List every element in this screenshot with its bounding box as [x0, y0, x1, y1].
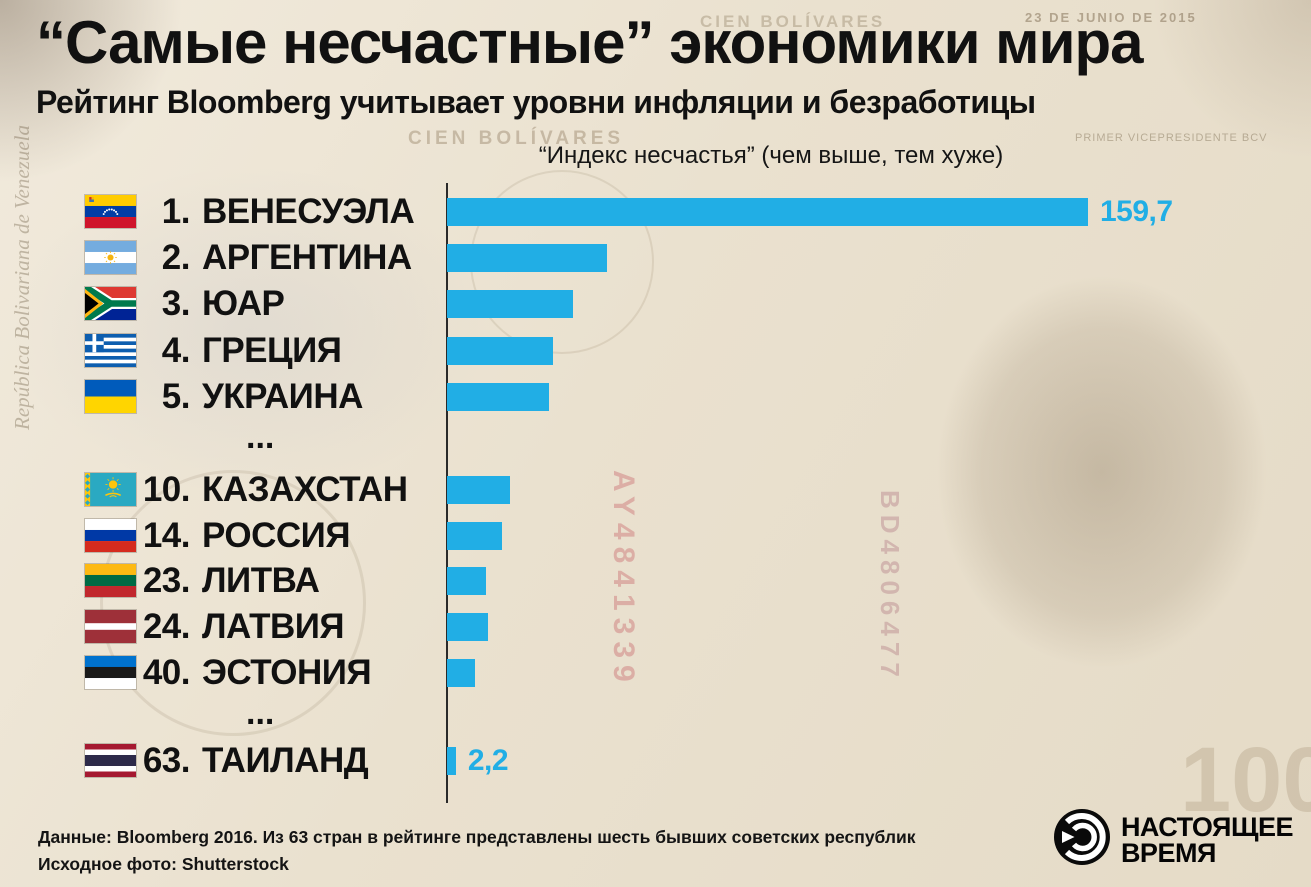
ellipsis: ... — [246, 694, 275, 732]
bar-kazakhstan — [447, 476, 511, 504]
footer-photo-credit: Исходное фото: Shutterstock — [38, 854, 289, 874]
chart-row-thailand: 63. ТАИЛАНД 2,2 — [0, 741, 1311, 780]
logo-line-2: ВРЕМЯ — [1120, 837, 1216, 868]
page-subtitle: Рейтинг Bloomberg учитывает уровни инфля… — [36, 84, 1036, 120]
ellipsis: ... — [246, 418, 275, 456]
watermark-vicepresidente: PRIMER VICEPRESIDENTE BCV — [1075, 132, 1268, 144]
bar-group-greece — [447, 337, 553, 365]
bar-argentina — [447, 244, 608, 272]
ellipsis-row: ... — [0, 418, 1311, 458]
page-title: “Самые несчастные” экономики мира — [36, 9, 1143, 76]
country-name: РОССИЯ — [202, 516, 350, 555]
country-name: АРГЕНТИНА — [202, 238, 412, 277]
bar-russia — [447, 522, 503, 550]
flag-venezuela — [85, 195, 136, 228]
logo-line-1: НАСТОЯЩЕЕ — [1120, 811, 1294, 842]
bar-estonia — [447, 659, 476, 687]
chart-row-south-africa: 3. ЮАР — [0, 284, 1311, 323]
country-name: ВЕНЕСУЭЛА — [202, 192, 415, 231]
bar-group-venezuela: 159,7 — [447, 195, 1173, 228]
bolivar-portrait-watermark — [860, 240, 1300, 820]
bar-south-africa — [447, 290, 573, 318]
chart-row-russia: 14. РОССИЯ — [0, 516, 1311, 555]
flag-ukraine — [85, 380, 136, 413]
country-rank: 4. — [161, 331, 191, 370]
value-label-thailand: 2,2 — [467, 744, 509, 777]
country-rank: 2. — [161, 238, 191, 277]
current-time-logo-icon — [1053, 808, 1111, 871]
bar-group-lithuania — [447, 567, 487, 595]
flag-argentina — [85, 241, 136, 274]
chart-row-greece: 4. ГРЕЦИЯ — [0, 331, 1311, 370]
chart-row-latvia: 24. ЛАТВИЯ — [0, 607, 1311, 646]
chart-row-ukraine: 5. УКРАИНА — [0, 377, 1311, 416]
country-name: ЮАР — [202, 284, 285, 323]
country-rank: 3. — [161, 284, 191, 323]
chart-row-venezuela: 1. ВЕНЕСУЭЛА 159,7 — [0, 192, 1311, 231]
watermark-date: 23 DE JUNIO DE 2015 — [1025, 10, 1197, 25]
bar-greece — [447, 337, 553, 365]
country-name: ЛАТВИЯ — [202, 607, 345, 646]
country-name: УКРАИНА — [202, 377, 363, 416]
chart-row-lithuania: 23. ЛИТВА — [0, 561, 1311, 600]
bar-group-ukraine — [447, 383, 550, 411]
value-label-venezuela: 159,7 — [1100, 195, 1173, 228]
country-rank: 10. — [142, 470, 191, 509]
bar-venezuela — [447, 198, 1088, 226]
country-rank: 14. — [142, 516, 191, 555]
bar-group-argentina — [447, 244, 608, 272]
chart-row-kazakhstan: 10. КАЗАХСТАН — [0, 470, 1311, 509]
country-rank: 40. — [142, 653, 191, 692]
flag-thailand — [85, 744, 136, 777]
watermark-100: 100 — [1180, 729, 1311, 831]
watermark-cien-bolivares: CIEN BOLÍVARES — [408, 128, 625, 149]
flag-estonia — [85, 656, 136, 689]
ellipsis-row: ... — [0, 694, 1311, 734]
chart-row-estonia: 40. ЭСТОНИЯ — [0, 653, 1311, 692]
bar-lithuania — [447, 567, 487, 595]
bar-latvia — [447, 613, 488, 641]
bar-ukraine — [447, 383, 550, 411]
flag-south-africa — [85, 287, 136, 320]
flag-latvia — [85, 610, 136, 643]
country-rank: 63. — [142, 741, 191, 780]
country-name: ГРЕЦИЯ — [202, 331, 342, 370]
flag-kazakhstan — [85, 473, 136, 506]
country-name: ЛИТВА — [202, 561, 320, 600]
country-name: ТАИЛАНД — [202, 741, 369, 780]
flag-greece — [85, 334, 136, 367]
bar-group-latvia — [447, 613, 488, 641]
guilloche-circle — [100, 470, 366, 736]
country-rank: 1. — [161, 192, 191, 231]
axis-title: “Индекс несчастья” (чем выше, тем хуже) — [538, 142, 1004, 169]
country-rank: 23. — [142, 561, 191, 600]
flag-russia — [85, 519, 136, 552]
bar-group-south-africa — [447, 290, 573, 318]
current-time-logo: НАСТОЯЩЕЕ ВРЕМЯ — [1053, 808, 1294, 871]
country-rank: 5. — [161, 377, 191, 416]
watermark-cien-bolivares: CIEN BOLÍVARES — [700, 12, 886, 31]
bar-group-russia — [447, 522, 503, 550]
bar-group-estonia — [447, 659, 476, 687]
country-rank: 24. — [142, 607, 191, 646]
bar-thailand — [447, 747, 456, 775]
chart-row-argentina: 2. АРГЕНТИНА — [0, 238, 1311, 277]
country-name: КАЗАХСТАН — [202, 470, 408, 509]
bar-group-thailand: 2,2 — [447, 744, 509, 777]
bar-group-kazakhstan — [447, 476, 511, 504]
country-name: ЭСТОНИЯ — [202, 653, 372, 692]
flag-lithuania — [85, 564, 136, 597]
footer-source-line: Данные: Bloomberg 2016. Из 63 стран в ре… — [38, 827, 916, 847]
footer: Данные: Bloomberg 2016. Из 63 стран в ре… — [38, 824, 916, 878]
